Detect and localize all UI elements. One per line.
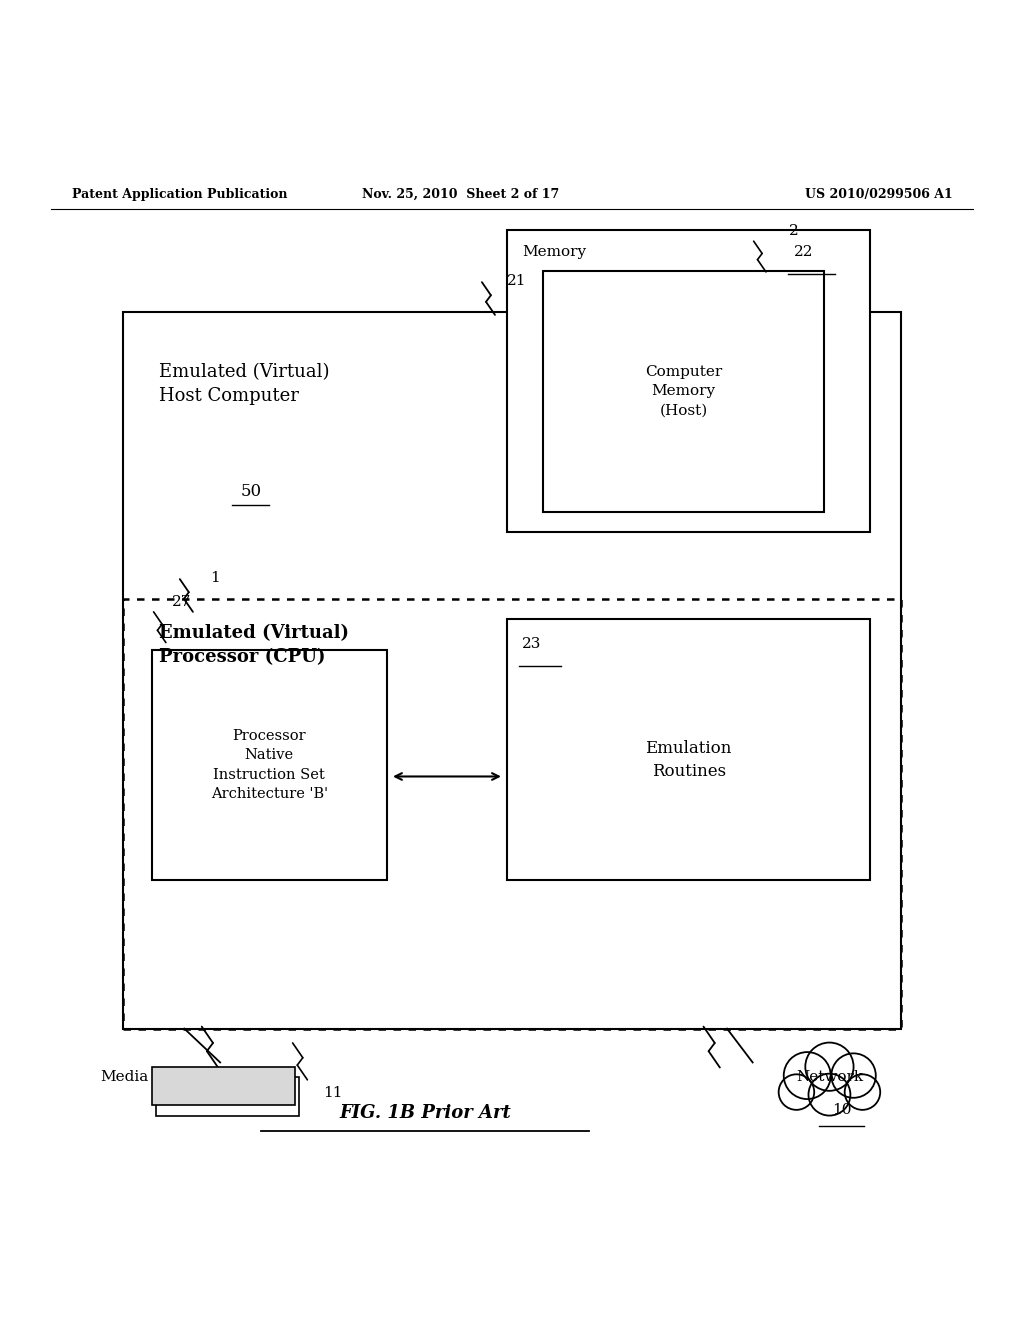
Text: Emulated (Virtual)
Processor (CPU): Emulated (Virtual) Processor (CPU): [159, 624, 349, 665]
Text: 1: 1: [210, 572, 220, 585]
Text: 21: 21: [507, 275, 527, 288]
Text: US 2010/0299506 A1: US 2010/0299506 A1: [805, 187, 952, 201]
Circle shape: [805, 1043, 854, 1090]
Text: Patent Application Publication: Patent Application Publication: [72, 187, 287, 201]
Text: Computer
Memory
(Host): Computer Memory (Host): [645, 364, 722, 417]
Text: 27: 27: [172, 595, 191, 609]
Bar: [123, 598, 901, 1028]
Text: Memory: Memory: [522, 246, 587, 259]
Text: 23: 23: [522, 638, 542, 652]
Text: Processor
Native
Instruction Set
Architecture 'B': Processor Native Instruction Set Archite…: [211, 729, 328, 801]
Bar: [507, 230, 870, 532]
Text: 11: 11: [324, 1086, 343, 1100]
Text: FIG. 1B Prior Art: FIG. 1B Prior Art: [339, 1104, 511, 1122]
Text: Emulation
Routines: Emulation Routines: [645, 739, 732, 780]
Circle shape: [783, 1052, 830, 1100]
Text: Network: Network: [796, 1069, 863, 1084]
Bar: [123, 312, 901, 1028]
Bar: [507, 619, 870, 880]
Bar: [152, 1067, 295, 1105]
Bar: [156, 1077, 299, 1115]
Bar: [543, 271, 824, 512]
Text: 2: 2: [788, 224, 799, 238]
Text: 10: 10: [831, 1102, 852, 1117]
Text: Nov. 25, 2010  Sheet 2 of 17: Nov. 25, 2010 Sheet 2 of 17: [362, 187, 559, 201]
Text: Emulated (Virtual)
Host Computer: Emulated (Virtual) Host Computer: [159, 363, 330, 405]
Circle shape: [809, 1073, 850, 1115]
Bar: [152, 649, 387, 880]
Text: Media: Media: [100, 1069, 148, 1084]
Circle shape: [778, 1074, 814, 1110]
Text: 22: 22: [794, 246, 813, 259]
Circle shape: [831, 1053, 876, 1098]
Circle shape: [845, 1074, 881, 1110]
Text: 50: 50: [241, 483, 261, 499]
